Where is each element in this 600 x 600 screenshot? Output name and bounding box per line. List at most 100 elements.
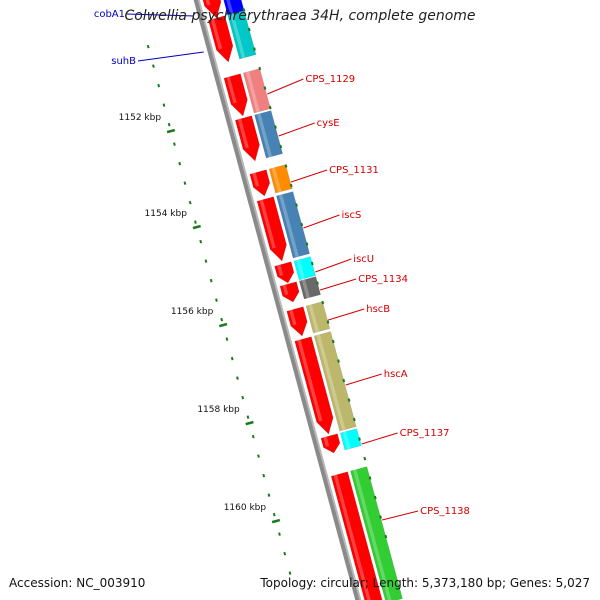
gene-label-cps-1134: CPS_1134 (358, 274, 408, 285)
gene-block-cps-1131 (268, 164, 293, 194)
minor-tick-left (278, 532, 281, 536)
leader-line-cps_1137 (361, 432, 398, 445)
minor-tick-right (379, 515, 382, 519)
gene-label-cps-1138: CPS_1138 (420, 506, 470, 517)
cds-arrow-suhb-highlight (210, 18, 223, 50)
gene-block-cps-1137-highlight (342, 431, 351, 450)
minor-tick-right (321, 300, 325, 305)
cds-arrow-cps-1137 (320, 433, 341, 454)
minor-tick-left (194, 220, 197, 224)
minor-tick-right (289, 183, 293, 188)
cds-arrow-hsca (294, 336, 334, 435)
gene-label-cps-1129: CPS_1129 (305, 74, 355, 85)
scale-tick-major (271, 518, 281, 524)
scale-label-kbp: 1152 kbp (119, 113, 162, 123)
cds-arrow-cps-1129-highlight (226, 76, 237, 104)
gene-label-suhb: suhB (111, 56, 136, 67)
minor-tick-left (146, 44, 150, 49)
gene-label-cps-1131: CPS_1131 (329, 165, 379, 176)
gene-block-hscb (305, 301, 331, 334)
leader-line-cps_1129 (267, 78, 304, 95)
gene-block-iscu-highlight (296, 259, 305, 280)
scale-label-kbp: 1160 kbp (224, 503, 267, 513)
gene-block-cps-1129-highlight (245, 71, 260, 113)
minor-tick-right (342, 378, 346, 383)
gene-block-hsca (313, 331, 357, 432)
gene-block-hscb-highlight (308, 304, 320, 333)
gene-block-iscs-highlight (278, 194, 299, 258)
scale-tick-major (192, 224, 201, 230)
gene-label-cps-1137: CPS_1137 (400, 428, 450, 439)
gene-block-cps-1131-highlight (271, 167, 282, 193)
leader-line-hscb (328, 308, 365, 321)
gene-block-cps-1138-highlight (353, 469, 392, 600)
minor-tick-right (284, 164, 288, 168)
minor-tick-left (167, 122, 171, 127)
minor-tick-left (283, 551, 287, 556)
minor-tick-left (178, 161, 182, 166)
minor-tick-right (268, 105, 272, 110)
cds-arrow-coba1 (202, 0, 222, 19)
minor-tick-right (358, 437, 361, 441)
gene-block-cps-1134 (298, 276, 321, 300)
minor-tick-left (204, 259, 208, 263)
cds-arrow-cyse-highlight (237, 118, 249, 149)
leader-line-cps_1131 (290, 169, 328, 183)
leader-line-cps_1138 (381, 510, 419, 521)
cds-arrow-iscu-highlight (277, 264, 284, 276)
minor-tick-left (173, 142, 176, 146)
minor-tick-left (236, 376, 239, 380)
gene-block-hsca-highlight (316, 334, 346, 431)
minor-tick-left (199, 239, 203, 244)
minor-tick-right (347, 398, 351, 402)
minor-tick-right (352, 417, 356, 422)
minor-tick-left (272, 512, 276, 517)
gene-label-hscb: hscB (366, 304, 390, 315)
minor-tick-right (363, 456, 367, 461)
gene-block-cyse (254, 110, 283, 159)
cds-arrow-iscs (256, 196, 287, 262)
minor-tick-right (263, 86, 267, 90)
cds-arrow-iscu (274, 261, 295, 284)
minor-tick-right (258, 66, 262, 71)
scale-label-kbp: 1154 kbp (145, 209, 188, 219)
minor-tick-right (316, 281, 319, 285)
minor-tick-right (368, 476, 372, 480)
minor-tick-left (220, 317, 224, 322)
gene-block-suhb (227, 10, 257, 60)
minor-tick-right (279, 144, 283, 149)
cds-arrow-hscb (286, 306, 308, 337)
minor-tick-right (373, 495, 377, 500)
cds-arrow-cps-1129 (223, 73, 248, 117)
minor-tick-left (251, 434, 255, 439)
minor-tick-right (300, 222, 304, 227)
gene-label-cyse: cysE (317, 118, 340, 129)
cds-arrow-cps-1131 (249, 169, 271, 197)
minor-tick-right (305, 242, 309, 246)
gene-block-cps-1134-highlight (301, 279, 310, 299)
minor-tick-left (152, 64, 155, 68)
minor-tick-left (262, 473, 266, 478)
gene-label-hsca: hscA (384, 369, 408, 380)
minor-tick-left (267, 493, 271, 497)
cds-arrow-cyse (234, 115, 260, 162)
cds-arrow-cps-1131-highlight (252, 172, 260, 187)
gene-label-iscu: iscU (353, 254, 374, 265)
minor-tick-right (384, 534, 388, 539)
leader-line-hsca (345, 373, 382, 386)
cds-arrow-hscb-highlight (289, 309, 297, 326)
minor-tick-right (337, 359, 340, 363)
minor-tick-right (331, 339, 335, 344)
leader-line-iscu (315, 258, 352, 273)
minor-tick-left (188, 200, 192, 205)
minor-tick-right (274, 125, 277, 129)
cds-arrow-iscs-highlight (259, 199, 276, 249)
genome-summary-text: Topology: circular; Length: 5,373,180 bp… (260, 576, 590, 590)
minor-tick-left (241, 395, 245, 400)
minor-tick-right (253, 47, 256, 51)
minor-tick-right (242, 8, 246, 12)
gene-block-iscu (293, 256, 316, 281)
cds-arrow-cps-1138-highlight (333, 474, 371, 600)
